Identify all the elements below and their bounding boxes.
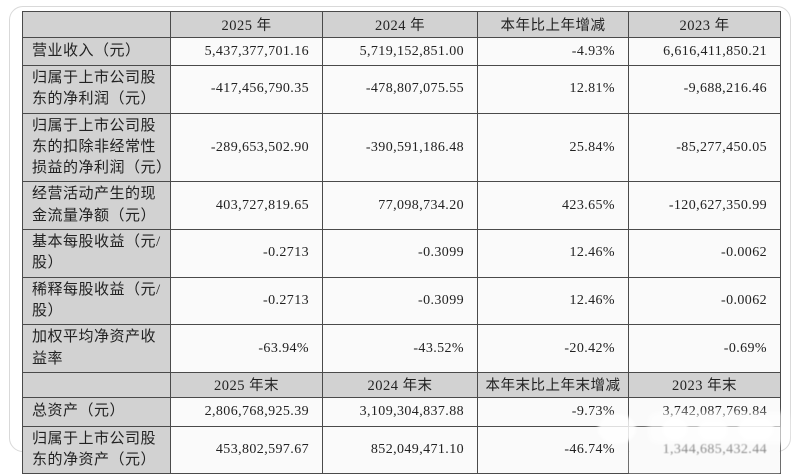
- table-row-net-profit: 归属于上市公司股东的净利润（元） -417,456,790.35 -478,80…: [22, 65, 781, 114]
- col-header-2025-yearend: 2025 年末: [170, 371, 323, 398]
- row-label: 加权平均净资产收益率: [22, 324, 171, 373]
- value-cell: 12.81%: [477, 65, 629, 114]
- col-header-2023: 2023 年: [628, 11, 781, 38]
- value-cell: 25.84%: [477, 112, 629, 183]
- col-header-2023-yearend: 2023 年末: [628, 371, 781, 398]
- table-row-net-assets: 归属于上市公司股东的净资产（元） 453,802,597.67 852,049,…: [22, 425, 781, 474]
- financial-summary-card: 2025 年 2024 年 本年比上年增减 2023 年 营业收入（元） 5,4…: [9, 6, 791, 474]
- value-cell: 77,098,734.20: [322, 181, 478, 231]
- financial-summary-table: 2025 年 2024 年 本年比上年增减 2023 年 营业收入（元） 5,4…: [22, 11, 781, 474]
- value-cell: 423.65%: [477, 181, 629, 231]
- table-row-revenue: 营业收入（元） 5,437,377,701.16 5,719,152,851.0…: [22, 37, 781, 66]
- value-cell: 852,049,471.10: [322, 425, 478, 474]
- col-header-2025: 2025 年: [170, 11, 323, 38]
- value-cell: 3,742,087,769.84: [628, 396, 781, 427]
- value-cell: 403,727,819.65: [170, 181, 323, 231]
- value-cell: -20.42%: [477, 324, 629, 373]
- value-cell: 5,437,377,701.16: [170, 37, 323, 66]
- row-label: 营业收入（元）: [22, 37, 171, 66]
- value-cell: -120,627,350.99: [628, 181, 781, 231]
- value-cell: -85,277,450.05: [628, 112, 781, 183]
- value-cell: 5,719,152,851.00: [322, 37, 478, 66]
- value-cell: -390,591,186.48: [322, 112, 478, 183]
- value-cell: 2,806,768,925.39: [170, 396, 323, 427]
- value-cell: -63.94%: [170, 324, 323, 373]
- value-cell: -46.74%: [477, 425, 629, 474]
- value-cell: -9,688,216.46: [628, 65, 781, 114]
- header-empty-cell: [22, 11, 171, 38]
- col-header-yearend-change: 本年末比上年末增减: [477, 371, 629, 398]
- value-cell: -0.2713: [170, 229, 323, 278]
- row-label: 经营活动产生的现金流量净额（元）: [22, 181, 171, 231]
- table-row-weighted-avg-roe: 加权平均净资产收益率 -63.94% -43.52% -20.42% -0.69…: [22, 324, 781, 373]
- table-row-diluted-eps: 稀释每股收益（元/股） -0.2713 -0.3099 12.46% -0.00…: [22, 276, 781, 326]
- row-label: 归属于上市公司股东的净资产（元）: [22, 425, 171, 474]
- table-row-basic-eps: 基本每股收益（元/股） -0.2713 -0.3099 12.46% -0.00…: [22, 229, 781, 278]
- value-cell: -0.0062: [628, 229, 781, 278]
- value-cell: -478,807,075.55: [322, 65, 478, 114]
- value-cell: 6,616,411,850.21: [628, 37, 781, 66]
- value-cell: 12.46%: [477, 276, 629, 326]
- value-cell: -9.73%: [477, 396, 629, 427]
- value-cell-obscured: 1,344,685,432.44: [628, 425, 781, 474]
- value-cell: -0.69%: [628, 324, 781, 373]
- row-label: 稀释每股收益（元/股）: [22, 276, 171, 326]
- row-label: 基本每股收益（元/股）: [22, 229, 171, 278]
- value-cell: -0.2713: [170, 276, 323, 326]
- row-label: 归属于上市公司股东的扣除非经常性损益的净利润（元）: [22, 112, 171, 183]
- header-row-annual: 2025 年 2024 年 本年比上年增减 2023 年: [22, 11, 781, 38]
- value-cell: -43.52%: [322, 324, 478, 373]
- table-row-net-profit-excl-nonrecurring: 归属于上市公司股东的扣除非经常性损益的净利润（元） -289,653,502.9…: [22, 112, 781, 183]
- value-cell: -4.93%: [477, 37, 629, 66]
- value-cell: -0.3099: [322, 229, 478, 278]
- value-cell: 12.46%: [477, 229, 629, 278]
- value-cell: 453,802,597.67: [170, 425, 323, 474]
- col-header-yoy-change: 本年比上年增减: [477, 11, 629, 38]
- header-empty-cell: [22, 371, 171, 398]
- value-cell: -289,653,502.90: [170, 112, 323, 183]
- table-row-operating-cashflow: 经营活动产生的现金流量净额（元） 403,727,819.65 77,098,7…: [22, 181, 781, 231]
- row-label: 总资产（元）: [22, 396, 171, 427]
- value-cell: -0.3099: [322, 276, 478, 326]
- value-cell: 3,109,304,837.88: [322, 396, 478, 427]
- row-label: 归属于上市公司股东的净利润（元）: [22, 65, 171, 114]
- value-cell: -417,456,790.35: [170, 65, 323, 114]
- value-cell: -0.0062: [628, 276, 781, 326]
- col-header-2024-yearend: 2024 年末: [322, 371, 478, 398]
- table-row-total-assets: 总资产（元） 2,806,768,925.39 3,109,304,837.88…: [22, 396, 781, 427]
- col-header-2024: 2024 年: [322, 11, 478, 38]
- header-row-yearend: 2025 年末 2024 年末 本年末比上年末增减 2023 年末: [22, 371, 781, 398]
